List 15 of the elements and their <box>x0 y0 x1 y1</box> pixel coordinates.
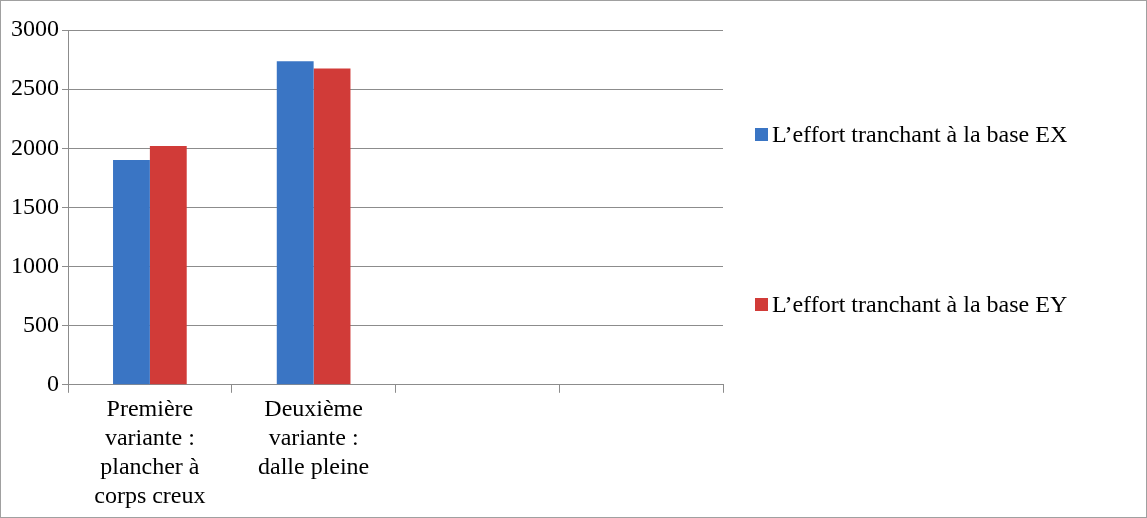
y-tick-label: 1500 <box>11 192 59 219</box>
y-tick-label: 2000 <box>11 133 59 160</box>
bar <box>313 68 351 385</box>
y-tick-label: 500 <box>23 310 59 337</box>
legend-label: L’effort tranchant à la base EY <box>772 290 1068 318</box>
y-tick-label: 2500 <box>11 74 59 101</box>
y-tick-label: 1000 <box>11 251 59 278</box>
y-tick-label: 3000 <box>11 15 59 42</box>
legend-label: L’effort tranchant à la base EX <box>772 120 1068 148</box>
x-tick-label: Deuxième variante : dalle pleine <box>257 395 370 480</box>
bar <box>276 61 314 385</box>
y-tick-label: 0 <box>47 370 59 397</box>
bar <box>149 145 187 385</box>
x-tick-label: Première variante : plancher à corps creux <box>94 395 206 508</box>
bar <box>113 160 150 385</box>
